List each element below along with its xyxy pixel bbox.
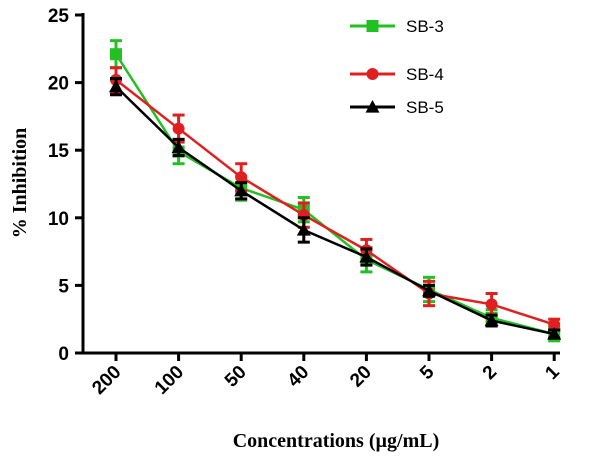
x-axis-label: Concentrations (µg/mL) [233, 430, 440, 452]
legend-label: SB-5 [406, 98, 444, 117]
y-tick-label: 20 [48, 74, 69, 95]
x-tick-label: 50 [221, 362, 251, 392]
x-tick-label: 40 [284, 362, 314, 392]
data-point [485, 298, 498, 311]
x-tick-label: 2 [479, 362, 501, 384]
data-point [235, 171, 248, 184]
data-point [172, 122, 185, 135]
data-point [548, 318, 561, 331]
y-axis-label: % Inhibition [9, 128, 31, 239]
y-tick-label: 0 [58, 344, 69, 365]
legend-item-sb-4: SB-4 [350, 65, 444, 84]
data-point [359, 250, 374, 263]
y-tick-label: 5 [58, 276, 69, 297]
legend-marker [365, 100, 380, 113]
data-point [484, 313, 499, 327]
x-tick-label: 20 [346, 362, 376, 392]
data-point [547, 327, 562, 340]
x-tick-label: 5 [416, 361, 439, 384]
data-point [234, 183, 249, 197]
data-point [296, 222, 311, 236]
data-point [422, 283, 436, 297]
y-ticks: 0 5 10 15 20 25 [48, 6, 83, 365]
legend-label: SB-4 [406, 65, 444, 84]
y-tick-label: 10 [48, 209, 69, 230]
series-line [115, 85, 555, 336]
y-tick-label: 15 [48, 141, 70, 162]
y-tick-label: 25 [48, 6, 70, 27]
data-point [110, 48, 122, 61]
x-tick-label: 200 [88, 362, 125, 399]
legend-marker [366, 68, 379, 80]
data-point [171, 140, 186, 154]
legend-item-sb-3: SB-3 [350, 17, 444, 36]
legend-item-sb-5: SB-5 [350, 98, 444, 117]
legend: SB-3 SB-4 SB-5 [350, 17, 444, 117]
series-line [114, 53, 555, 336]
legend-marker [366, 20, 379, 32]
x-tick-label: 1 [541, 361, 564, 384]
data-point [109, 79, 123, 93]
x-tick-label: 100 [151, 362, 188, 399]
legend-label: SB-3 [406, 17, 444, 36]
series-line [115, 78, 555, 326]
series-group [109, 39, 562, 343]
x-ticks: 200 100 50 40 20 5 2 1 [88, 353, 564, 399]
axes [81, 13, 560, 355]
series-sb-4 [110, 66, 561, 332]
series-sb-5 [109, 77, 562, 340]
